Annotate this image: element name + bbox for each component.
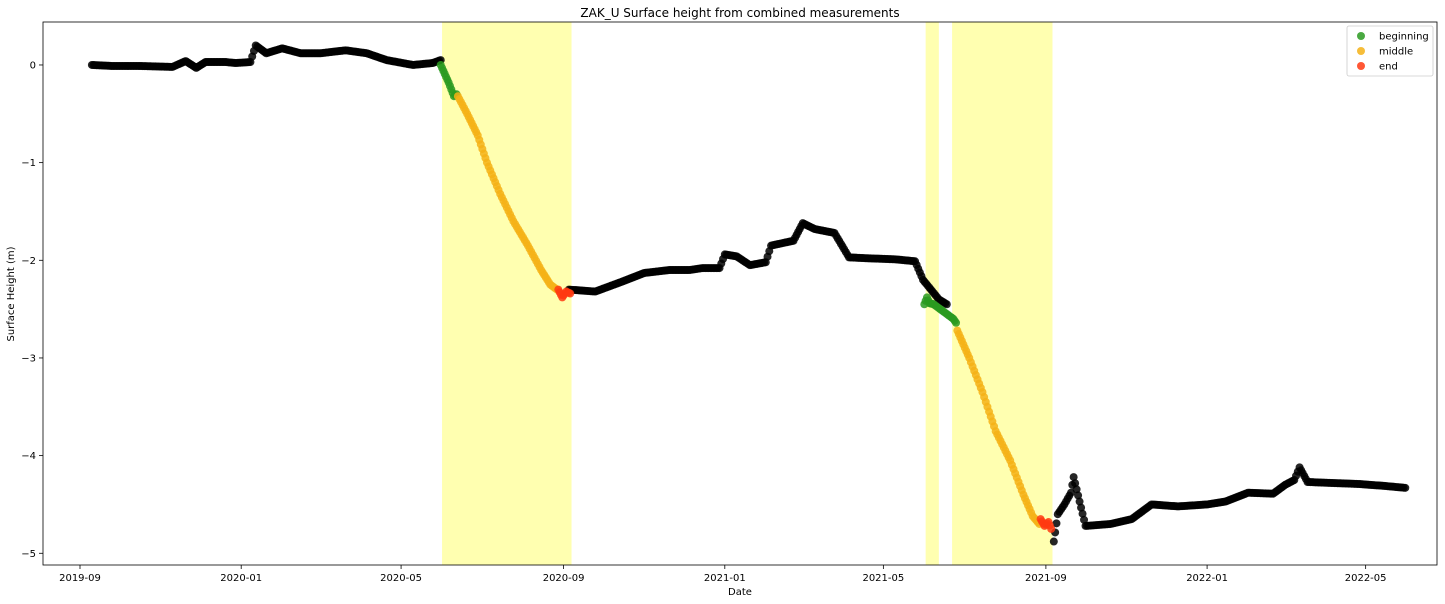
y-tick-label: −5 — [21, 549, 36, 560]
legend-marker-middle — [1357, 47, 1365, 55]
data-point — [1074, 491, 1083, 500]
shaded-period-3 — [952, 22, 1053, 565]
legend-frame — [1346, 25, 1434, 77]
y-tick-label: −4 — [21, 451, 36, 462]
y-tick-label: −1 — [21, 158, 36, 169]
x-tick-label: 2021-09 — [1025, 573, 1067, 584]
data-point — [952, 318, 961, 327]
series-middle — [453, 92, 1044, 528]
legend-marker-end — [1357, 62, 1365, 70]
data-point — [1080, 515, 1089, 524]
plot-frame — [42, 21, 1438, 566]
data-point — [1072, 485, 1081, 494]
data-point — [1401, 483, 1410, 492]
y-tick-label: 0 — [30, 60, 36, 71]
data-point — [1075, 497, 1084, 506]
y-tick-label: −2 — [21, 256, 36, 267]
legend-marker-beginning — [1357, 32, 1365, 40]
shaded-periods — [442, 22, 1053, 565]
series-measurements — [87, 41, 1410, 546]
data-point — [1078, 509, 1087, 518]
y-tick-label: −3 — [21, 353, 36, 364]
x-axis-label: Date — [728, 587, 752, 598]
x-tick-label: 2021-01 — [704, 573, 746, 584]
legend: beginning middle end — [1346, 25, 1434, 77]
x-tick-label: 2019-09 — [59, 573, 101, 584]
data-point — [1071, 479, 1080, 488]
y-axis-label: Surface Height (m) — [6, 246, 17, 341]
x-tick-label: 2020-09 — [543, 573, 585, 584]
x-tick-label: 2020-01 — [220, 573, 262, 584]
data-point — [1049, 537, 1058, 546]
y-axis-ticks: 0 −1 −2 −3 −4 −5 — [21, 60, 43, 560]
data-point — [1069, 473, 1078, 482]
data-point — [1047, 524, 1056, 533]
legend-label-middle: middle — [1379, 47, 1413, 58]
x-tick-label: 2021-05 — [862, 573, 904, 584]
chart-title: ZAK_U Surface height from combined measu… — [580, 6, 899, 20]
data-point — [1052, 519, 1061, 528]
data-point — [1077, 503, 1086, 512]
data-point — [942, 300, 951, 309]
data-points — [87, 41, 1410, 546]
x-tick-label: 2022-05 — [1345, 573, 1387, 584]
x-tick-label: 2022-01 — [1186, 573, 1228, 584]
legend-label-end: end — [1379, 62, 1398, 73]
legend-label-beginning: beginning — [1379, 32, 1429, 43]
x-tick-label: 2020-05 — [380, 573, 422, 584]
series-end — [554, 285, 1056, 533]
x-axis-ticks: 2019-09 2020-01 2020-05 2020-09 2021-01 2021-… — [59, 565, 1387, 584]
data-point — [566, 289, 575, 298]
